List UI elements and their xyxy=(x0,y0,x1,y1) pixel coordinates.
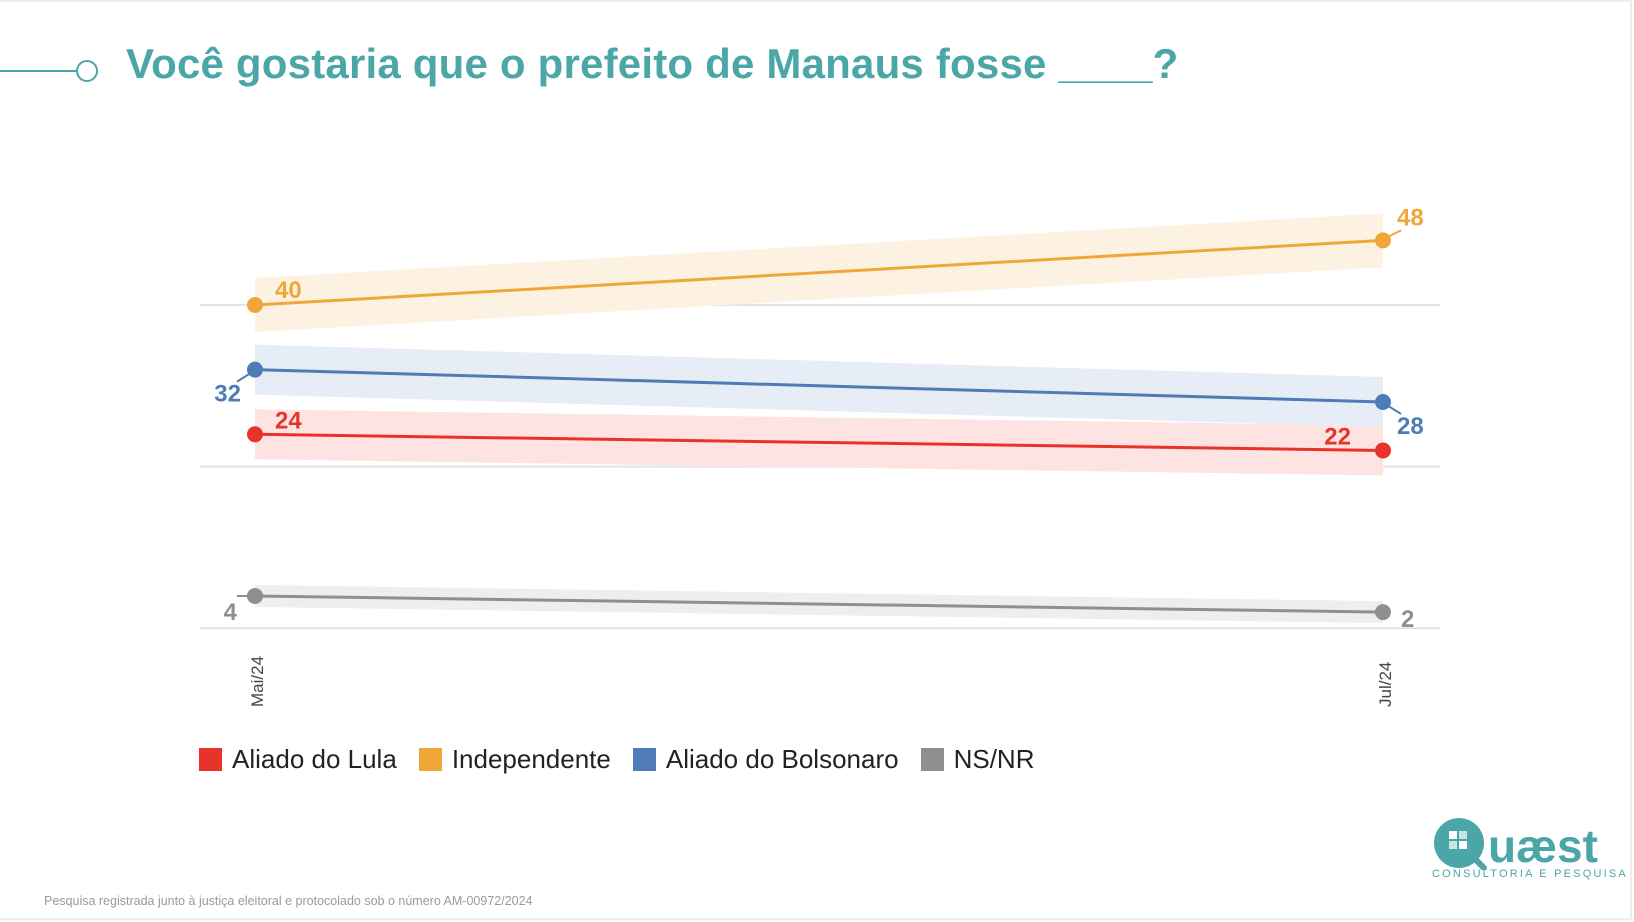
x-tick-label: Jul/24 xyxy=(1376,662,1395,707)
data-label: 28 xyxy=(1397,413,1424,440)
legend-item: Aliado do Bolsonaro xyxy=(632,744,899,775)
legend: Aliado do Lula Independente Aliado do Bols… xyxy=(199,744,1034,775)
svg-text:uæst: uæst xyxy=(1488,820,1598,870)
title-decoration-icon xyxy=(0,60,98,82)
data-label: 32 xyxy=(214,381,241,408)
legend-swatch xyxy=(632,748,656,771)
legend-swatch xyxy=(920,748,944,771)
series-line xyxy=(254,368,1384,404)
line-chart: 24 22 40 48 32 28 4 2 Mai/24 Jul/24 xyxy=(200,204,1440,707)
quaest-logo: uæst xyxy=(1434,818,1598,870)
data-point xyxy=(247,361,263,378)
data-point xyxy=(1375,604,1391,621)
footer-note: Pesquisa registrada junto à justiça elei… xyxy=(44,894,533,908)
data-label: 24 xyxy=(275,407,302,434)
legend-swatch xyxy=(199,748,222,771)
series-line xyxy=(254,238,1384,307)
legend-item: Aliado do Lula xyxy=(199,744,397,775)
band-layer xyxy=(255,213,1383,624)
data-point xyxy=(247,587,263,604)
label-layer: 24 22 40 48 32 28 4 2 xyxy=(214,204,1423,633)
x-tick-label: Mai/24 xyxy=(248,656,267,707)
data-point xyxy=(247,426,263,443)
series-line xyxy=(254,432,1384,452)
data-point xyxy=(247,296,263,313)
data-label: 2 xyxy=(1401,606,1414,633)
data-point xyxy=(1375,442,1391,459)
legend-item: Independente xyxy=(418,744,611,775)
legend-item: NS/NR xyxy=(920,744,1035,775)
legend-label: Independente xyxy=(451,744,611,774)
data-point xyxy=(1375,393,1391,410)
legend-swatch xyxy=(418,748,442,771)
legend-label: Aliado do Lula xyxy=(232,744,397,774)
legend-label: NS/NR xyxy=(953,744,1035,774)
logo-tagline: CONSULTORIA E PESQUISA xyxy=(1432,868,1628,880)
legend-label: Aliado do Bolsonaro xyxy=(665,744,899,774)
series-line xyxy=(254,594,1384,614)
data-label: 22 xyxy=(1324,423,1351,450)
data-label: 4 xyxy=(224,599,238,626)
line-layer xyxy=(236,229,1402,621)
data-label: 48 xyxy=(1397,204,1424,231)
x-tick-layer: Mai/24 Jul/24 xyxy=(248,656,1395,707)
chart-title: Você gostaria que o prefeito de Manaus f… xyxy=(126,40,1179,87)
data-point xyxy=(1375,232,1391,249)
data-label: 40 xyxy=(275,277,302,304)
